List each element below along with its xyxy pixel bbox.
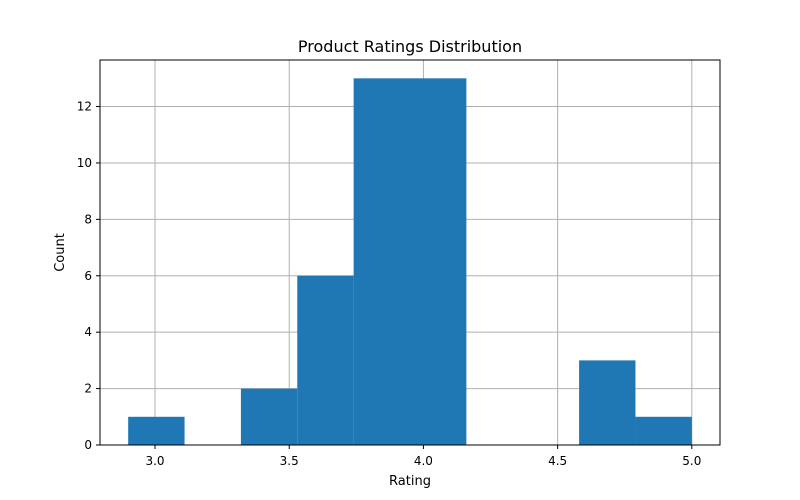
histogram-bar xyxy=(579,360,636,445)
x-tick-label: 4.5 xyxy=(548,454,567,468)
y-tick-label: 8 xyxy=(84,212,92,226)
x-axis: 3.0 3.5 4.0 4.5 5.0 xyxy=(145,445,701,468)
y-axis-label: Count xyxy=(53,233,68,272)
x-tick-label: 4.0 xyxy=(414,454,433,468)
y-tick-label: 6 xyxy=(84,269,92,283)
x-axis-label: Rating xyxy=(389,474,431,489)
bars xyxy=(128,78,692,445)
histogram-bar xyxy=(353,78,410,445)
y-tick-label: 2 xyxy=(84,382,92,396)
x-tick-label: 3.5 xyxy=(280,454,299,468)
x-tick-label: 5.0 xyxy=(682,454,701,468)
histogram-bar xyxy=(410,78,467,445)
y-tick-label: 12 xyxy=(77,100,92,114)
y-tick-label: 4 xyxy=(84,325,92,339)
histogram-bar xyxy=(297,275,354,445)
x-tick-label: 3.0 xyxy=(145,454,164,468)
histogram-bar xyxy=(240,388,298,445)
y-tick-label: 0 xyxy=(84,438,92,452)
histogram-bar xyxy=(635,416,692,445)
plot-frame xyxy=(99,59,721,446)
histogram-bar xyxy=(128,416,185,445)
chart-title: Product Ratings Distribution xyxy=(298,37,522,56)
y-axis: 0 2 4 6 8 10 12 xyxy=(77,100,100,452)
y-tick-label: 10 xyxy=(77,156,92,170)
